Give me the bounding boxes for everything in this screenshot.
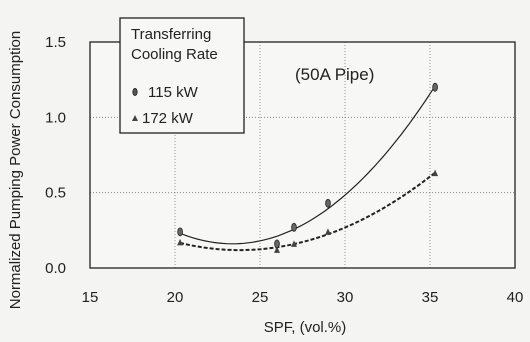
legend: Transferring Cooling Rate 115 kW 172 kW: [119, 17, 245, 134]
x-tick-label: 40: [507, 289, 524, 306]
legend-label-115kw: 115 kW: [148, 84, 199, 101]
y-tick-label: 0.0: [45, 260, 66, 277]
fit-curve-172kw: [179, 171, 436, 252]
x-tick-label: 15: [82, 289, 99, 306]
legend-title-line-2: Cooling Rate: [131, 46, 218, 63]
y-tick-label: 1.5: [45, 34, 66, 51]
point-172kw: [177, 238, 184, 246]
point-172kw: [291, 240, 297, 247]
y-axis-label: Normalized Pumping Power Consumption: [7, 31, 24, 309]
legend-title-line-1: Transferring: [131, 26, 211, 43]
point-172kw: [432, 169, 439, 177]
point-115kw: [432, 82, 438, 92]
legend-box: [119, 17, 245, 134]
fit-curve-115kw: [179, 85, 436, 245]
point-115kw: [291, 222, 297, 232]
x-tick-label: 35: [422, 289, 439, 306]
x-tick-label: 30: [337, 289, 354, 306]
point-172kw: [325, 228, 331, 235]
legend-ellipse-marker-icon: [132, 88, 138, 97]
x-tick-labels: 15 20 25 30 35 40: [82, 289, 524, 306]
point-115kw: [325, 198, 331, 208]
y-tick-label: 1.0: [45, 109, 66, 126]
point-172kw: [274, 246, 280, 253]
fit-curves: [179, 85, 436, 252]
plot-frame: [89, 41, 516, 269]
x-tick-label: 25: [252, 289, 269, 306]
x-tick-label: 20: [167, 289, 184, 306]
grid-lines: [90, 42, 515, 268]
y-tick-label: 0.5: [45, 185, 66, 202]
point-115kw: [177, 227, 183, 237]
x-axis-label: SPF, (vol.%): [264, 319, 347, 336]
data-points: [177, 82, 439, 253]
y-tick-labels: 0.0 0.5 1.0 1.5: [45, 34, 66, 277]
pipe-annotation: (50A Pipe): [295, 65, 374, 84]
legend-triangle-marker-icon: [132, 115, 138, 121]
legend-label-172kw: 172 kW: [142, 110, 194, 127]
